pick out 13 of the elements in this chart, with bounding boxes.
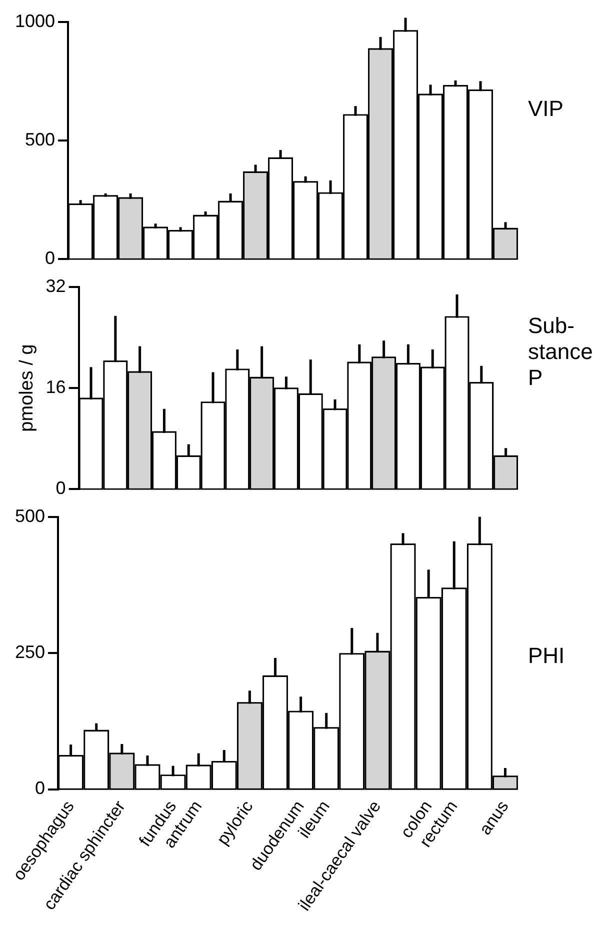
y-tick-label: 250 xyxy=(14,642,46,662)
y-tick-label: 500 xyxy=(14,506,46,526)
y-tick-label: 32 xyxy=(46,276,66,296)
y-tick-label: 0 xyxy=(45,248,56,268)
y-axis-title: pmoles / g xyxy=(16,344,38,432)
y-tick-label: 1000 xyxy=(14,10,56,31)
text: VIP xyxy=(528,96,564,122)
y-tick-label: 16 xyxy=(46,376,66,397)
y-tick-label: 0 xyxy=(35,778,46,798)
text: Sub- stance P xyxy=(528,313,593,391)
y-tick-label: 500 xyxy=(24,129,56,150)
y-tick-label: 0 xyxy=(56,478,66,498)
text: PHI xyxy=(528,643,565,669)
